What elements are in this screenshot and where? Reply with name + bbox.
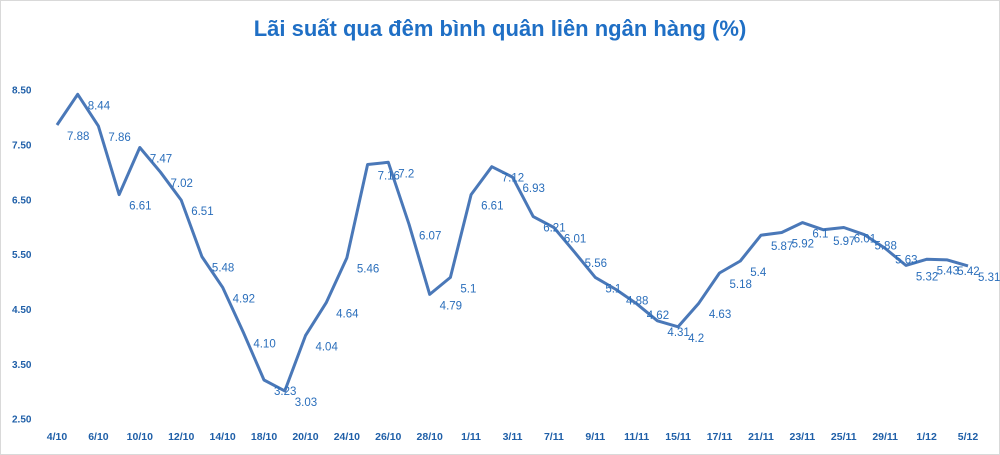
data-label: 7.47: [150, 154, 172, 166]
data-label: 6.01: [854, 234, 876, 246]
y-tick-label: 4.50: [12, 305, 32, 316]
data-label: 4.92: [233, 293, 255, 305]
x-tick-label: 18/10: [251, 431, 277, 443]
data-label: 5.4: [750, 267, 767, 279]
data-label: 7.12: [502, 173, 524, 185]
data-label: 5.97: [833, 236, 855, 248]
x-tick-label: 14/10: [209, 431, 235, 443]
data-label: 6.21: [543, 223, 565, 235]
x-tick-label: 28/10: [417, 431, 443, 443]
data-label: 3.23: [274, 386, 296, 398]
data-label: 7.02: [171, 178, 193, 190]
y-tick-label: 8.50: [12, 86, 32, 97]
data-label: 6.93: [523, 183, 545, 195]
data-label: 7.16: [378, 171, 400, 183]
data-label: 6.51: [191, 206, 213, 218]
data-label: 4.64: [336, 309, 359, 321]
data-label: 5.32: [916, 271, 938, 283]
x-tick-label: 1/12: [916, 431, 937, 443]
chart-title: Lãi suất qua đêm bình quân liên ngân hàn…: [254, 16, 747, 41]
x-tick-label: 4/10: [47, 431, 68, 443]
x-tick-label: 10/10: [127, 431, 153, 443]
x-tick-label: 9/11: [585, 431, 605, 443]
data-label: 7.2: [398, 168, 414, 180]
data-label: 8.44: [88, 100, 111, 112]
data-label: 5.42: [957, 266, 979, 278]
y-tick-label: 3.50: [12, 360, 32, 371]
x-tick-label: 20/10: [292, 431, 318, 443]
data-label: 4.2: [688, 333, 704, 345]
x-tick-label: 29/11: [872, 431, 898, 443]
data-label: 4.31: [667, 327, 689, 339]
x-tick-label: 1/11: [461, 431, 481, 443]
x-tick-label: 5/12: [958, 431, 979, 443]
data-label: 5.56: [585, 258, 607, 270]
y-tick-label: 6.50: [12, 195, 32, 206]
x-tick-label: 26/10: [375, 431, 401, 443]
data-label: 4.79: [440, 300, 462, 312]
x-tick-label: 12/10: [168, 431, 194, 443]
data-label: 7.86: [108, 132, 130, 144]
y-tick-label: 5.50: [12, 250, 32, 261]
data-label: 5.1: [460, 283, 476, 295]
data-label: 5.88: [874, 241, 896, 253]
data-label: 6.61: [481, 201, 503, 213]
data-label: 6.01: [564, 234, 586, 246]
data-label: 4.62: [647, 310, 669, 322]
data-label: 5.46: [357, 264, 379, 276]
x-tick-label: 24/10: [334, 431, 360, 443]
data-label: 5.63: [895, 254, 917, 266]
line: [55, 92, 969, 393]
data-label: 6.1: [812, 229, 828, 241]
x-tick-label: 23/11: [790, 431, 816, 443]
y-tick-label: 2.50: [12, 415, 32, 426]
x-tick-label: 17/11: [707, 431, 733, 443]
x-tick-label: 25/11: [831, 431, 857, 443]
data-label: 5.48: [212, 263, 234, 275]
data-label: 3.03: [295, 397, 317, 409]
x-tick-label: 7/11: [544, 431, 564, 443]
data-label: 5.31: [978, 272, 1000, 284]
data-label: 4.88: [626, 296, 648, 308]
x-tick-label: 11/11: [624, 431, 649, 443]
data-label: 5.1: [605, 283, 621, 295]
x-tick-label: 3/11: [503, 431, 523, 443]
x-tick-label: 6/10: [88, 431, 109, 443]
data-label: 4.63: [709, 309, 731, 321]
data-label: 4.04: [315, 342, 338, 354]
data-label: 6.07: [419, 230, 441, 242]
data-label: 4.10: [253, 338, 275, 350]
x-tick-label: 15/11: [665, 431, 691, 443]
data-label: 5.92: [792, 239, 814, 251]
data-label: 6.61: [129, 201, 151, 213]
x-tick-label: 21/11: [748, 431, 774, 443]
data-label: 5.43: [937, 265, 959, 277]
data-label: 5.18: [730, 279, 752, 291]
data-label: 5.87: [771, 241, 793, 253]
y-tick-label: 7.50: [12, 140, 32, 151]
data-label: 7.88: [67, 131, 89, 143]
